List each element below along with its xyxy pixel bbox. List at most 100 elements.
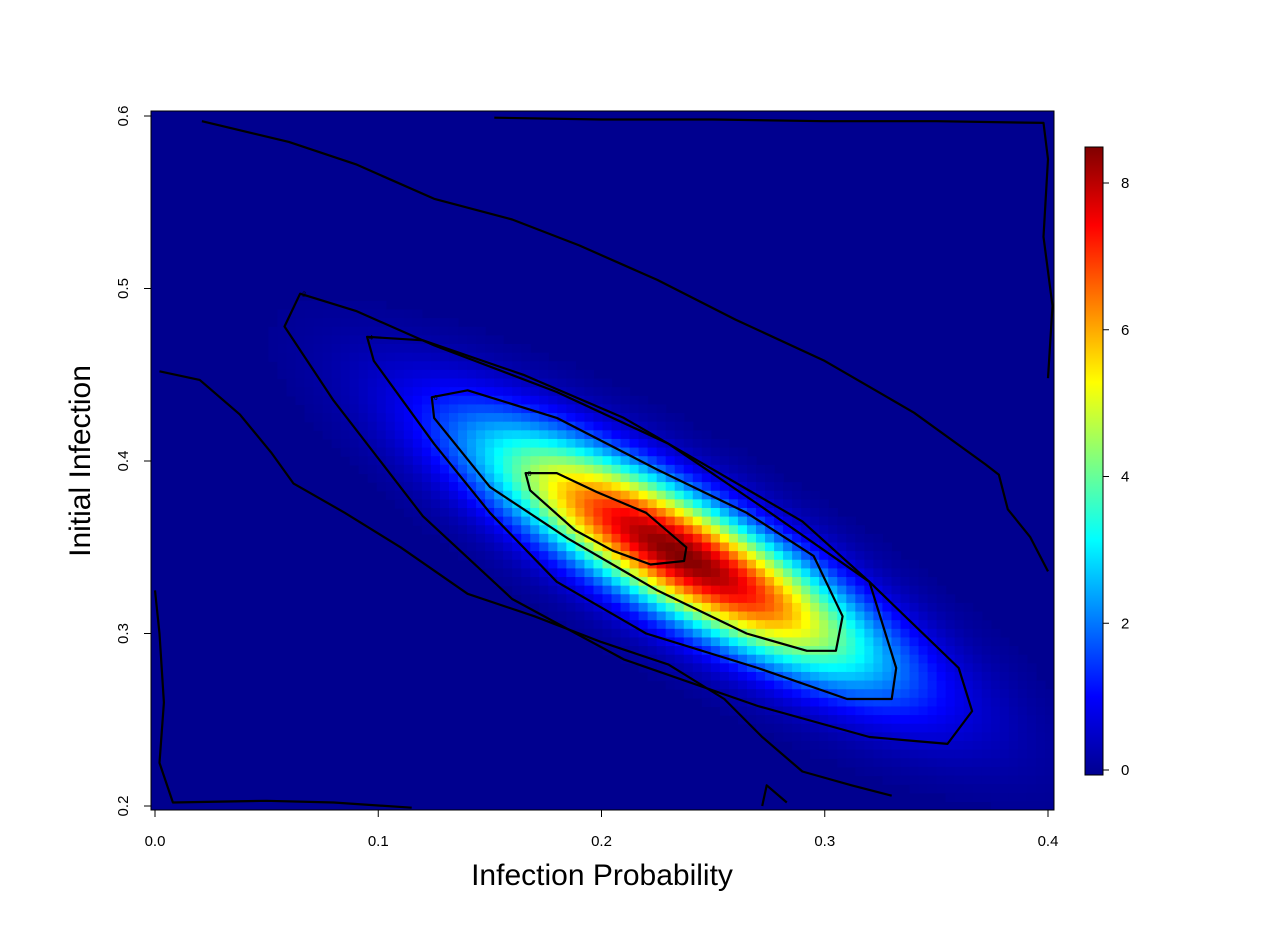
heatmap-cell [367,395,378,406]
heatmap-cell [503,490,513,500]
heatmap-cell [701,594,712,604]
heatmap-cell [611,585,622,595]
heatmap-cell [1026,792,1037,802]
heatmap-cell [539,438,549,449]
heatmap-cell [864,715,874,725]
heatmap-cell [458,525,468,535]
heatmap-cell [1008,740,1019,751]
heatmap-cell [521,499,531,509]
heatmap-cell [394,490,405,500]
heatmap-cell [692,447,703,457]
heatmap-cell [683,646,694,656]
heatmap-cell [1008,723,1019,733]
heatmap-cell [485,352,495,362]
heatmap-cell [485,387,495,397]
heatmap-cell [692,473,703,483]
heatmap-cell [503,404,513,414]
heatmap-cell [620,482,631,492]
heatmap-cell [665,585,676,595]
heatmap-cell [331,361,342,371]
heatmap-cell [485,369,495,380]
heatmap-cell [683,542,694,552]
heatmap-cell [801,577,811,587]
heatmap-cell [412,369,423,380]
heatmap-cell [403,318,414,328]
heatmap-cell [683,473,694,483]
heatmap-cell [999,671,1010,682]
heatmap-cell [819,525,829,535]
heatmap-cell [494,551,504,561]
heatmap-cell [828,577,838,587]
heatmap-cell [801,689,811,699]
heatmap-cell [665,628,676,639]
heatmap-cell [882,551,893,561]
heatmap-cell [629,499,640,509]
heatmap-cell [557,421,567,431]
heatmap-cell [855,715,865,725]
heatmap-cell [783,689,793,699]
heatmap-cell [647,438,658,449]
heatmap-cell [819,689,829,699]
heatmap-cell [367,344,378,354]
heatmap-cell [295,395,306,406]
heatmap-cell [864,559,874,569]
heatmap-cell [575,438,586,449]
heatmap-cell [611,594,622,604]
heatmap-cell [584,594,595,604]
heatmap-cell [286,378,297,388]
heatmap-cell [981,766,992,777]
contour-line-0 [201,120,1049,572]
heatmap-cell [819,507,829,518]
heatmap-cell [990,654,1001,664]
heatmap-cell [376,300,387,311]
heatmap-cell [692,663,703,673]
heatmap-cell [656,456,667,466]
heatmap-cell [1044,801,1054,810]
heatmap-cell [349,344,360,354]
heatmap-cell [611,637,622,647]
heatmap-cell [629,577,640,587]
heatmap-cell [584,456,595,466]
heatmap-cell [674,430,685,440]
heatmap-cell [385,361,396,371]
heatmap-cell [430,473,441,483]
heatmap-cell [737,585,748,595]
heatmap-cell [403,387,414,397]
heatmap-cell [521,352,531,362]
heatmap-cell [530,482,540,492]
heatmap-cell [692,568,703,578]
heatmap-cell [439,413,450,423]
heatmap-cell [701,646,712,656]
heatmap-cell [557,447,567,457]
heatmap-cell [701,602,712,613]
heatmap-cell [719,507,730,518]
heatmap-cell [385,490,396,500]
heatmap-cell [476,378,486,388]
heatmap-cell [476,438,486,449]
heatmap-cell [1008,758,1019,768]
heatmap-cell [936,766,947,777]
heatmap-cell [584,413,595,423]
heatmap-cell [340,335,351,345]
heatmap-cell [548,551,558,561]
heatmap-cell [277,318,288,328]
heatmap-cell [918,758,929,768]
heatmap-cell [918,620,929,630]
heatmap-cell [981,680,992,690]
heatmap-cell [665,542,676,552]
heatmap-cell [566,361,577,371]
heatmap-cell [602,594,613,604]
heatmap-cell [774,671,784,682]
heatmap-cell [801,499,811,509]
heatmap-cell [972,637,983,647]
heatmap-cell [584,378,595,388]
heatmap-cell [674,663,685,673]
heatmap-cell [557,413,567,423]
heatmap-cell [855,732,865,742]
heatmap-cell [774,482,784,492]
heatmap-cell [746,654,757,664]
heatmap-cell [873,663,884,673]
heatmap-cell [503,499,513,509]
heatmap-cell [647,482,658,492]
